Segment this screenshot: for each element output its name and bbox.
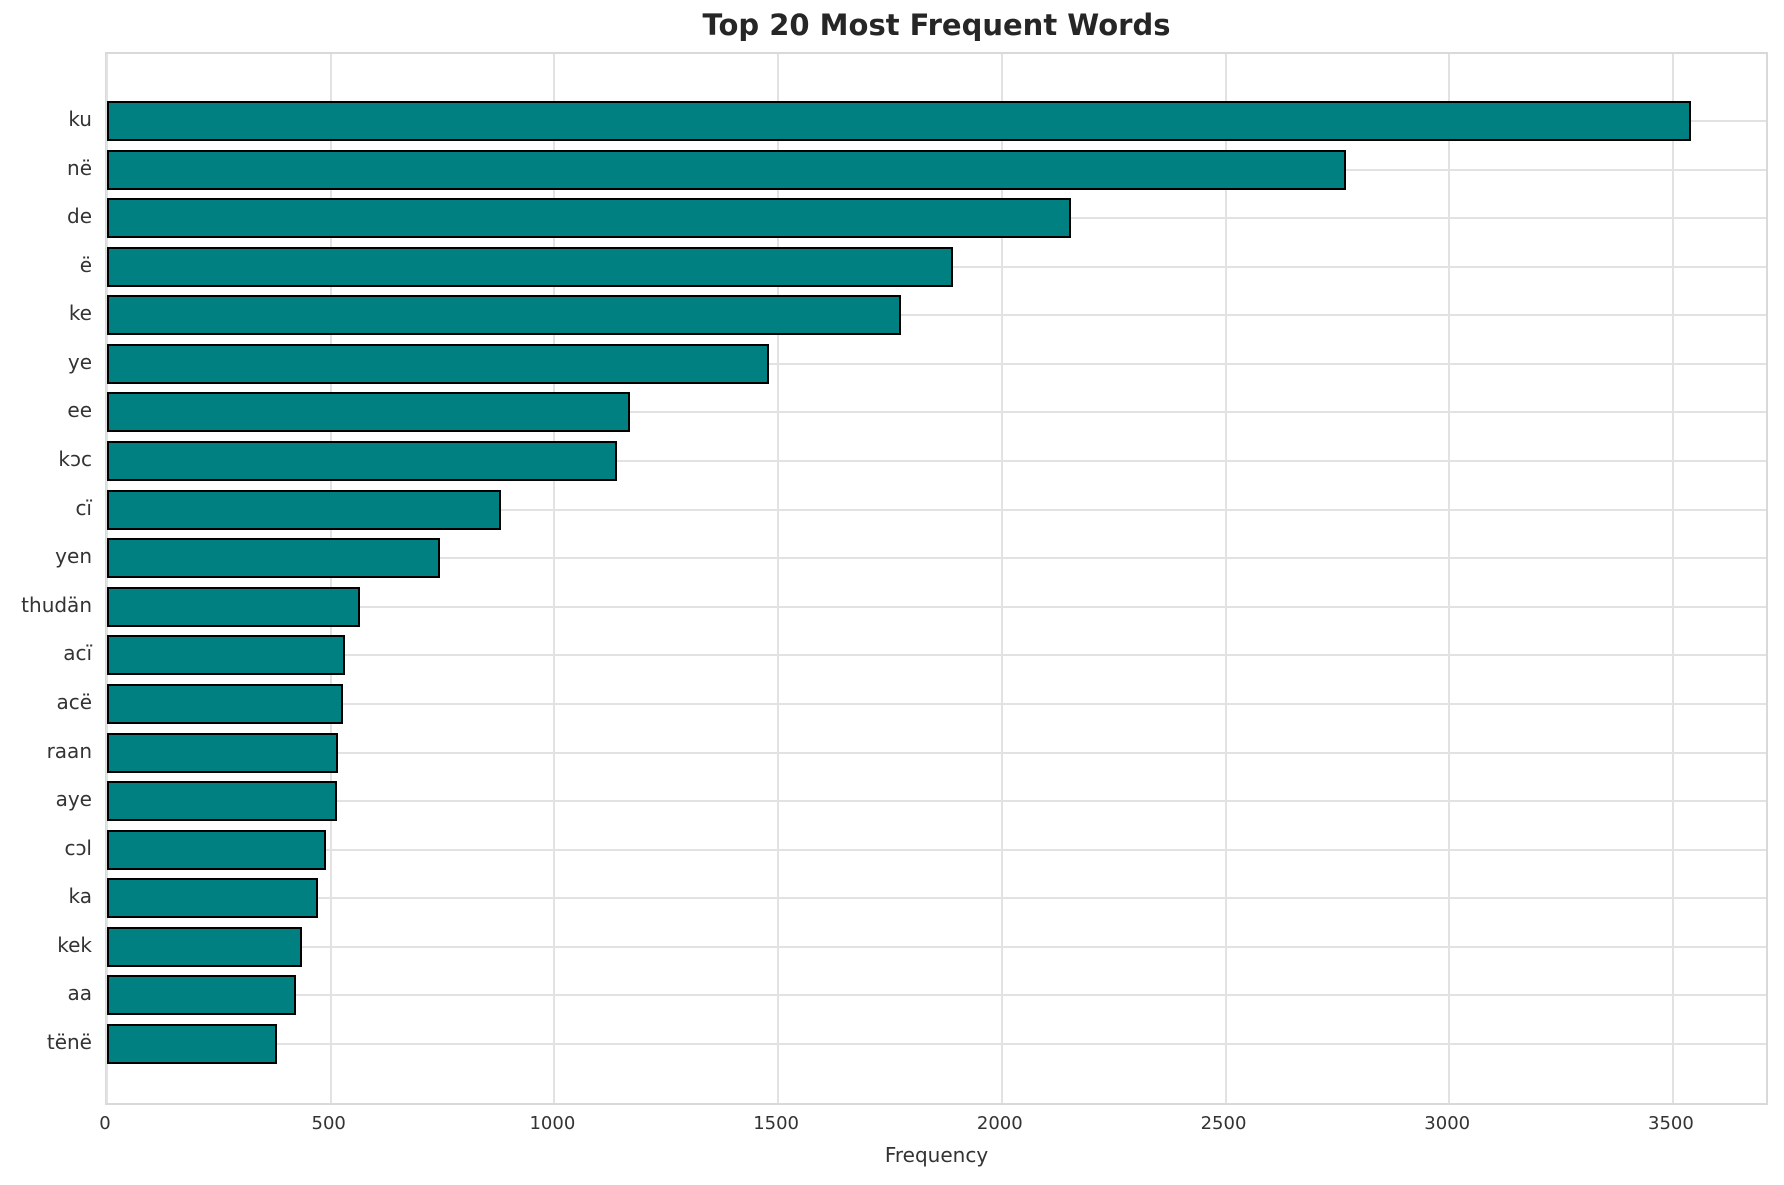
y-gridline	[107, 411, 1766, 414]
y-gridline	[107, 702, 1766, 705]
x-tick-label: 0	[99, 1113, 111, 1134]
bar-ye	[107, 343, 769, 384]
x-gridline	[553, 54, 556, 1103]
y-tick-label: kek	[57, 932, 92, 957]
y-tick-label: acï	[63, 641, 92, 666]
x-gridline	[1224, 54, 1227, 1103]
x-gridline	[777, 54, 780, 1103]
bar-thudän	[107, 586, 360, 627]
bar-ka	[107, 878, 318, 919]
x-tick-label: 500	[311, 1113, 346, 1134]
y-gridline	[107, 945, 1766, 948]
bar-ee	[107, 392, 630, 433]
y-gridline	[107, 848, 1766, 851]
chart-title: Top 20 Most Frequent Words	[702, 8, 1171, 42]
y-tick-label: cɔl	[64, 835, 92, 860]
y-gridline	[107, 654, 1766, 657]
bar-ë	[107, 246, 953, 287]
plot-area	[105, 52, 1768, 1105]
y-gridline	[107, 1043, 1766, 1046]
x-tick-label: 1000	[529, 1113, 576, 1134]
y-gridline	[107, 751, 1766, 754]
bar-ke	[107, 295, 901, 336]
bar-tënë	[107, 1024, 277, 1065]
y-tick-label: de	[67, 204, 92, 229]
y-tick-label: aa	[67, 981, 92, 1006]
x-gridline	[106, 54, 108, 1103]
y-tick-label: ke	[68, 301, 92, 326]
y-tick-label: ku	[68, 107, 92, 131]
x-gridline	[329, 54, 332, 1103]
bar-ku	[107, 101, 1691, 141]
bar-kɔc	[107, 441, 617, 482]
y-tick-label: ye	[67, 349, 92, 374]
y-gridline	[107, 897, 1766, 900]
bar-aye	[107, 781, 337, 822]
y-gridline	[107, 508, 1766, 511]
x-axis-label: Frequency	[884, 1143, 989, 1167]
y-tick-label: aye	[55, 787, 92, 812]
y-tick-label: tënë	[46, 1030, 92, 1055]
y-tick-label: thudän	[21, 592, 92, 617]
y-gridline	[107, 800, 1766, 803]
bar-cï	[107, 489, 501, 530]
y-tick-label: kɔc	[58, 447, 92, 472]
y-tick-label: yen	[55, 544, 92, 569]
bar-në	[107, 149, 1346, 190]
y-gridline	[107, 994, 1766, 997]
bar-acë	[107, 683, 343, 724]
x-tick-label: 3500	[1648, 1113, 1694, 1134]
bar-de	[107, 198, 1071, 239]
y-tick-label: ka	[68, 884, 93, 909]
bar-cɔl	[107, 829, 326, 870]
y-gridline	[107, 362, 1766, 365]
bar-raan	[107, 732, 338, 773]
y-gridline	[107, 460, 1766, 463]
x-gridline	[1448, 54, 1451, 1103]
x-tick-label: 2000	[976, 1113, 1023, 1134]
y-tick-label: në	[67, 155, 92, 180]
y-tick-label: raan	[46, 738, 92, 763]
y-tick-label: cï	[75, 495, 92, 520]
x-tick-label: 2500	[1200, 1113, 1247, 1134]
y-gridline	[107, 605, 1766, 608]
x-tick-label: 3000	[1424, 1113, 1471, 1134]
x-tick-label: 1500	[753, 1113, 799, 1134]
y-tick-label: ë	[79, 252, 92, 277]
y-gridline	[107, 314, 1766, 317]
y-tick-label: acë	[56, 689, 92, 714]
x-gridline	[1671, 54, 1674, 1103]
y-tick-label: ee	[67, 398, 92, 423]
y-gridline	[107, 557, 1766, 560]
bar-aa	[107, 975, 296, 1016]
bar-acï	[107, 635, 345, 676]
x-gridline	[1000, 54, 1003, 1103]
bar-kek	[107, 926, 302, 967]
bar-yen	[107, 538, 440, 579]
